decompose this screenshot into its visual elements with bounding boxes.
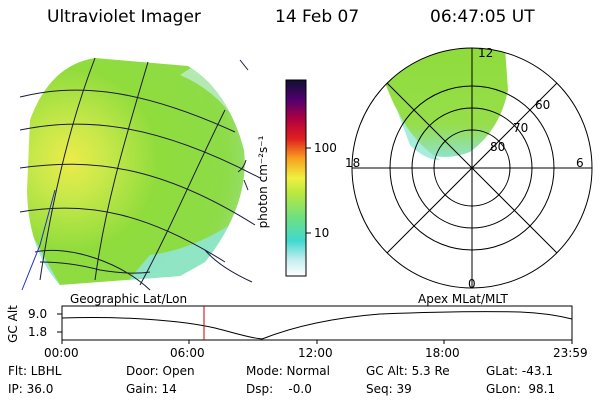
timeline-xtick-1800: 18:00 bbox=[425, 346, 460, 360]
geographic-image bbox=[19, 57, 261, 291]
polar-lat-70: 70 bbox=[513, 121, 529, 135]
info-ip: IP: 36.0 bbox=[8, 382, 54, 396]
polar-mlt-6: 6 bbox=[576, 156, 584, 170]
info-filter: Flt: LBHL bbox=[8, 364, 62, 378]
instrument-title: Ultraviolet Imager bbox=[47, 7, 201, 27]
timeline-xtick-2359: 23:59 bbox=[553, 346, 588, 360]
polar-lat-60: 60 bbox=[535, 98, 551, 112]
timeline-axis-label: GC Alt bbox=[6, 305, 20, 343]
info-door: Door: Open bbox=[126, 364, 195, 378]
timeline-right-title: Apex MLat/MLT bbox=[418, 292, 508, 306]
colorbar-tick-10: 10 bbox=[314, 226, 330, 240]
colorbar-unit-label: photon cm⁻²s⁻¹ bbox=[256, 135, 270, 229]
info-geo-longitude: GLon: 98.1 bbox=[486, 382, 556, 396]
info-gc-altitude: GC Alt: 5.3 Re bbox=[366, 364, 450, 378]
colorbar-tick-100: 100 bbox=[314, 141, 337, 155]
info-gain: Gain: 14 bbox=[126, 382, 177, 396]
polar-plot bbox=[351, 47, 593, 289]
image-date: 14 Feb 07 bbox=[275, 7, 360, 27]
image-time: 06:47:05 UT bbox=[430, 7, 535, 27]
polar-mlt-12: 12 bbox=[478, 46, 494, 60]
timeline-xtick-0000: 00:00 bbox=[44, 346, 79, 360]
info-dsp: Dsp: -0.0 bbox=[246, 382, 312, 396]
timeline-xtick-0600: 06:00 bbox=[170, 346, 205, 360]
polar-mlt-18: 18 bbox=[345, 156, 361, 170]
polar-lat-80: 80 bbox=[490, 140, 506, 154]
timeline-left-title: Geographic Lat/Lon bbox=[70, 292, 188, 306]
timeline-ytick-high: 9.0 bbox=[28, 307, 48, 321]
info-mode: Mode: Normal bbox=[246, 364, 330, 378]
info-sequence: Seq: 39 bbox=[366, 382, 412, 396]
timeline-ytick-low: 1.8 bbox=[28, 325, 48, 339]
timeline-xtick-1200: 12:00 bbox=[298, 346, 333, 360]
color-scale-bar bbox=[285, 79, 311, 277]
info-geo-latitude: GLat: -43.1 bbox=[486, 364, 553, 378]
polar-mlt-0: 0 bbox=[468, 277, 476, 291]
altitude-timeline bbox=[57, 305, 573, 344]
